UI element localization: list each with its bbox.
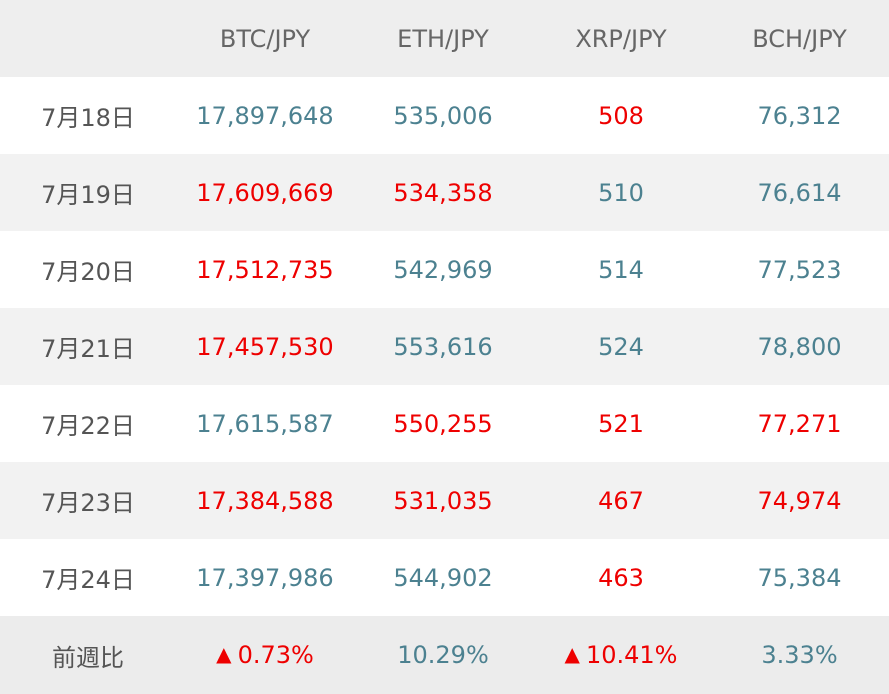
row-date: 7月23日 xyxy=(41,489,135,517)
row-date: 7月20日 xyxy=(41,258,135,286)
triangle-down-icon: ▲ xyxy=(564,642,580,666)
row-date: 7月18日 xyxy=(41,104,135,132)
eth-price-cell: 553,616 xyxy=(393,332,493,361)
btc-price-cell: 17,512,735 xyxy=(196,255,334,284)
xrp-weekly-change-value: 10.41% xyxy=(585,641,678,669)
xrp-price-cell: 467 xyxy=(598,486,644,515)
eth-price-cell: 542,969 xyxy=(393,255,493,284)
bch-price-cell: 76,312 xyxy=(757,101,842,130)
header-blank-cell xyxy=(0,0,176,77)
xrp-weekly-change: ▲ 10.41% xyxy=(532,616,710,694)
header-eth-jpy: ETH/JPY xyxy=(397,24,489,53)
btc-weekly-change: ▲ 0.73% xyxy=(176,616,354,694)
table-row: 7月22日 17,615,587 550,255 521 77,271 xyxy=(0,385,889,462)
bch-price-cell: 74,974 xyxy=(757,486,842,515)
eth-price-cell: 535,006 xyxy=(393,101,493,130)
bch-price-cell: 76,614 xyxy=(757,178,842,207)
btc-price-cell: 17,457,530 xyxy=(196,332,334,361)
btc-price-cell: 17,397,986 xyxy=(196,563,334,592)
header-btc-jpy: BTC/JPY xyxy=(219,24,311,53)
table-row: 7月24日 17,397,986 544,902 463 75,384 xyxy=(0,539,889,616)
table-row: 7月23日 17,384,588 531,035 467 74,974 xyxy=(0,462,889,539)
bch-price-cell: 77,271 xyxy=(757,409,842,438)
row-date: 7月19日 xyxy=(41,181,135,209)
xrp-price-cell: 510 xyxy=(598,178,644,207)
bch-price-cell: 75,384 xyxy=(757,563,842,592)
triangle-down-icon: ▲ xyxy=(216,642,232,666)
table-row: 7月21日 17,457,530 553,616 524 78,800 xyxy=(0,308,889,385)
row-date: 7月22日 xyxy=(41,412,135,440)
eth-weekly-change-value: 10.29% xyxy=(397,641,489,669)
weekly-change-row: 前週比 ▲ 0.73% 10.29% ▲ 10.41% 3.33% xyxy=(0,616,889,694)
weekly-change-label: 前週比 xyxy=(52,643,124,672)
eth-price-cell: 544,902 xyxy=(393,563,493,592)
xrp-price-cell: 521 xyxy=(598,409,644,438)
table-body: 7月18日 17,897,648 535,006 508 76,312 7月19… xyxy=(0,77,889,616)
header-bch-jpy: BCH/JPY xyxy=(752,24,847,53)
header-xrp-jpy: XRP/JPY xyxy=(575,24,667,53)
bch-weekly-change: 3.33% xyxy=(710,616,889,694)
eth-price-cell: 531,035 xyxy=(393,486,493,515)
btc-price-cell: 17,615,587 xyxy=(196,409,334,438)
table-row: 7月19日 17,609,669 534,358 510 76,614 xyxy=(0,154,889,231)
eth-price-cell: 534,358 xyxy=(393,178,493,207)
xrp-price-cell: 463 xyxy=(598,563,644,592)
row-date: 7月21日 xyxy=(41,335,135,363)
btc-price-cell: 17,609,669 xyxy=(196,178,334,207)
xrp-price-cell: 508 xyxy=(598,101,644,130)
xrp-price-cell: 524 xyxy=(598,332,644,361)
header-row: BTC/JPY ETH/JPY XRP/JPY BCH/JPY xyxy=(0,0,889,77)
table-footer: 前週比 ▲ 0.73% 10.29% ▲ 10.41% 3.33% xyxy=(0,616,889,694)
bch-weekly-change-value: 3.33% xyxy=(761,641,838,669)
btc-weekly-change-value: 0.73% xyxy=(237,641,314,669)
eth-weekly-change: 10.29% xyxy=(354,616,532,694)
bch-price-cell: 78,800 xyxy=(757,332,842,361)
btc-price-cell: 17,384,588 xyxy=(196,486,334,515)
table-row: 7月18日 17,897,648 535,006 508 76,312 xyxy=(0,77,889,154)
table-header: BTC/JPY ETH/JPY XRP/JPY BCH/JPY xyxy=(0,0,889,77)
bch-price-cell: 77,523 xyxy=(757,255,842,284)
btc-price-cell: 17,897,648 xyxy=(196,101,334,130)
eth-price-cell: 550,255 xyxy=(393,409,493,438)
row-date: 7月24日 xyxy=(41,566,135,594)
xrp-price-cell: 514 xyxy=(598,255,644,284)
table-row: 7月20日 17,512,735 542,969 514 77,523 xyxy=(0,231,889,308)
